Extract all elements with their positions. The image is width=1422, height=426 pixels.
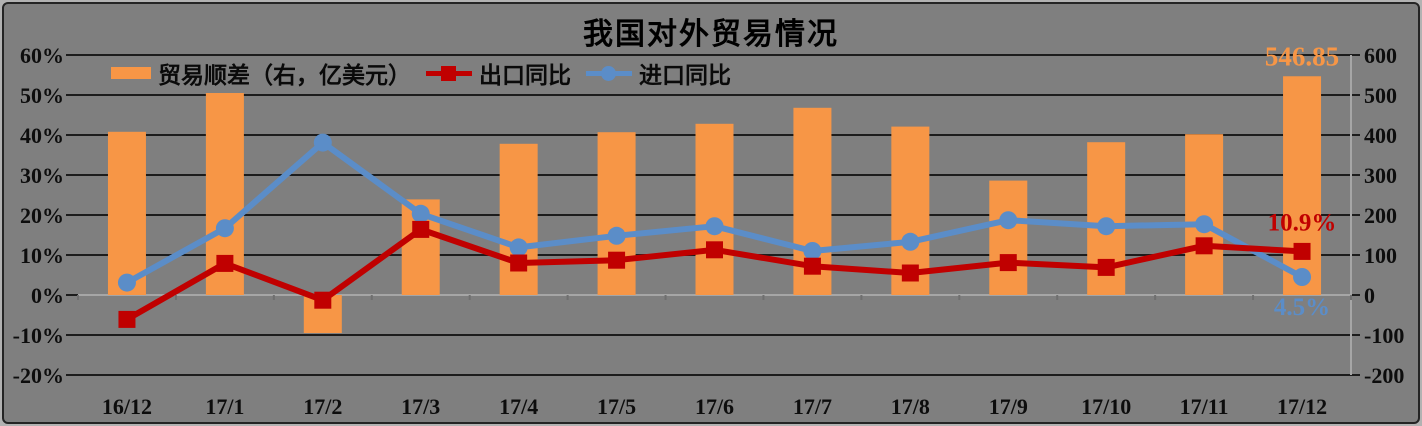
bar-17-5[interactable] bbox=[597, 132, 636, 295]
export-marker-17-4[interactable] bbox=[510, 254, 528, 272]
right-axis-label: 500 bbox=[1364, 83, 1397, 108]
legend-item-export[interactable]: 出口同比 bbox=[426, 56, 571, 90]
left-axis-label: 10% bbox=[20, 243, 64, 268]
export-marker-17-6[interactable] bbox=[706, 241, 723, 259]
import-marker-17-10[interactable] bbox=[1097, 217, 1116, 236]
left-axis-label: 0% bbox=[31, 283, 64, 308]
x-axis-label: 17/1 bbox=[205, 394, 244, 419]
left-axis-label: -20% bbox=[13, 363, 64, 388]
x-axis-label: 16/12 bbox=[102, 394, 152, 419]
import-marker-17-2[interactable] bbox=[313, 133, 332, 152]
bar-17-12[interactable] bbox=[1283, 76, 1322, 295]
import-marker-17-7[interactable] bbox=[803, 242, 822, 260]
x-axis-label: 17/3 bbox=[401, 394, 440, 419]
import-marker-17-5[interactable] bbox=[607, 226, 626, 245]
data-label-export: 10.9% bbox=[1268, 209, 1337, 236]
import-marker-17-6[interactable] bbox=[705, 217, 724, 236]
import-marker-17-1[interactable] bbox=[215, 219, 234, 238]
legend-label-trade-surplus: 贸易顺差（右，亿美元） bbox=[158, 63, 411, 88]
bar-17-6[interactable] bbox=[695, 123, 734, 295]
line-square-swatch-icon bbox=[426, 65, 472, 82]
data-label-trade-surplus: 546.85 bbox=[1265, 41, 1339, 71]
import-marker-17-11[interactable] bbox=[1195, 215, 1214, 234]
import-marker-17-3[interactable] bbox=[411, 204, 430, 223]
x-axis-label: 17/7 bbox=[793, 394, 832, 419]
x-axis-label: 17/12 bbox=[1277, 394, 1327, 419]
bar-17-9[interactable] bbox=[989, 180, 1028, 295]
legend-label-export: 出口同比 bbox=[479, 63, 571, 88]
x-axis-label: 17/11 bbox=[1180, 394, 1229, 419]
chart-title: 我国对外贸易情况 bbox=[583, 18, 839, 51]
export-marker-16-12[interactable] bbox=[118, 310, 136, 328]
right-axis-label: 0 bbox=[1364, 283, 1375, 308]
left-axis-label: 20% bbox=[20, 203, 64, 228]
export-marker-17-1[interactable] bbox=[216, 254, 234, 272]
right-axis-label: 200 bbox=[1364, 203, 1397, 228]
export-marker-17-2[interactable] bbox=[314, 291, 332, 309]
bar-16-12[interactable] bbox=[107, 131, 146, 295]
left-axis-label: 40% bbox=[20, 123, 64, 148]
export-marker-17-7[interactable] bbox=[803, 257, 821, 275]
import-marker-17-9[interactable] bbox=[999, 211, 1018, 230]
legend-item-import[interactable]: 进口同比 bbox=[586, 56, 731, 90]
export-marker-17-5[interactable] bbox=[608, 251, 626, 269]
left-axis-label: 50% bbox=[20, 83, 64, 108]
import-marker-17-12[interactable] bbox=[1293, 268, 1312, 286]
x-axis-label: 17/4 bbox=[499, 394, 538, 419]
x-axis-label: 17/10 bbox=[1081, 394, 1131, 419]
right-axis-label: 400 bbox=[1364, 123, 1397, 148]
line-circle-swatch-icon bbox=[586, 65, 632, 82]
x-axis-label: 17/2 bbox=[303, 394, 342, 419]
legend-item-trade-surplus[interactable]: 贸易顺差（右，亿美元） bbox=[111, 56, 411, 90]
left-axis-label: 30% bbox=[20, 163, 64, 188]
legend: 贸易顺差（右，亿美元） 出口同比 进口同比 bbox=[111, 56, 731, 90]
left-axis-label: -10% bbox=[13, 323, 64, 348]
x-axis-label: 17/6 bbox=[695, 394, 734, 419]
export-marker-17-8[interactable] bbox=[901, 264, 919, 282]
bar-17-4[interactable] bbox=[499, 143, 538, 295]
data-label-import: 4.5% bbox=[1274, 294, 1330, 321]
export-marker-17-3[interactable] bbox=[412, 220, 430, 238]
right-axis-label: -200 bbox=[1364, 363, 1404, 388]
bar-17-11[interactable] bbox=[1185, 134, 1224, 295]
x-axis-label: 17/9 bbox=[989, 394, 1028, 419]
export-marker-17-11[interactable] bbox=[1195, 237, 1213, 255]
import-marker-16-12[interactable] bbox=[117, 273, 136, 292]
x-axis-label: 17/5 bbox=[597, 394, 636, 419]
right-axis-label: 600 bbox=[1364, 43, 1397, 68]
left-axis-label: 60% bbox=[20, 43, 64, 68]
x-axis-label: 17/8 bbox=[891, 394, 930, 419]
right-axis-label: -100 bbox=[1364, 323, 1404, 348]
legend-label-import: 进口同比 bbox=[639, 63, 731, 88]
right-axis-label: 100 bbox=[1364, 243, 1397, 268]
export-marker-17-12[interactable] bbox=[1293, 242, 1311, 260]
bar-swatch-icon bbox=[111, 67, 151, 79]
export-marker-17-9[interactable] bbox=[999, 254, 1017, 272]
import-marker-17-8[interactable] bbox=[901, 232, 920, 251]
right-axis-label: 300 bbox=[1364, 163, 1397, 188]
export-marker-17-10[interactable] bbox=[1097, 258, 1115, 276]
import-marker-17-4[interactable] bbox=[509, 238, 528, 257]
